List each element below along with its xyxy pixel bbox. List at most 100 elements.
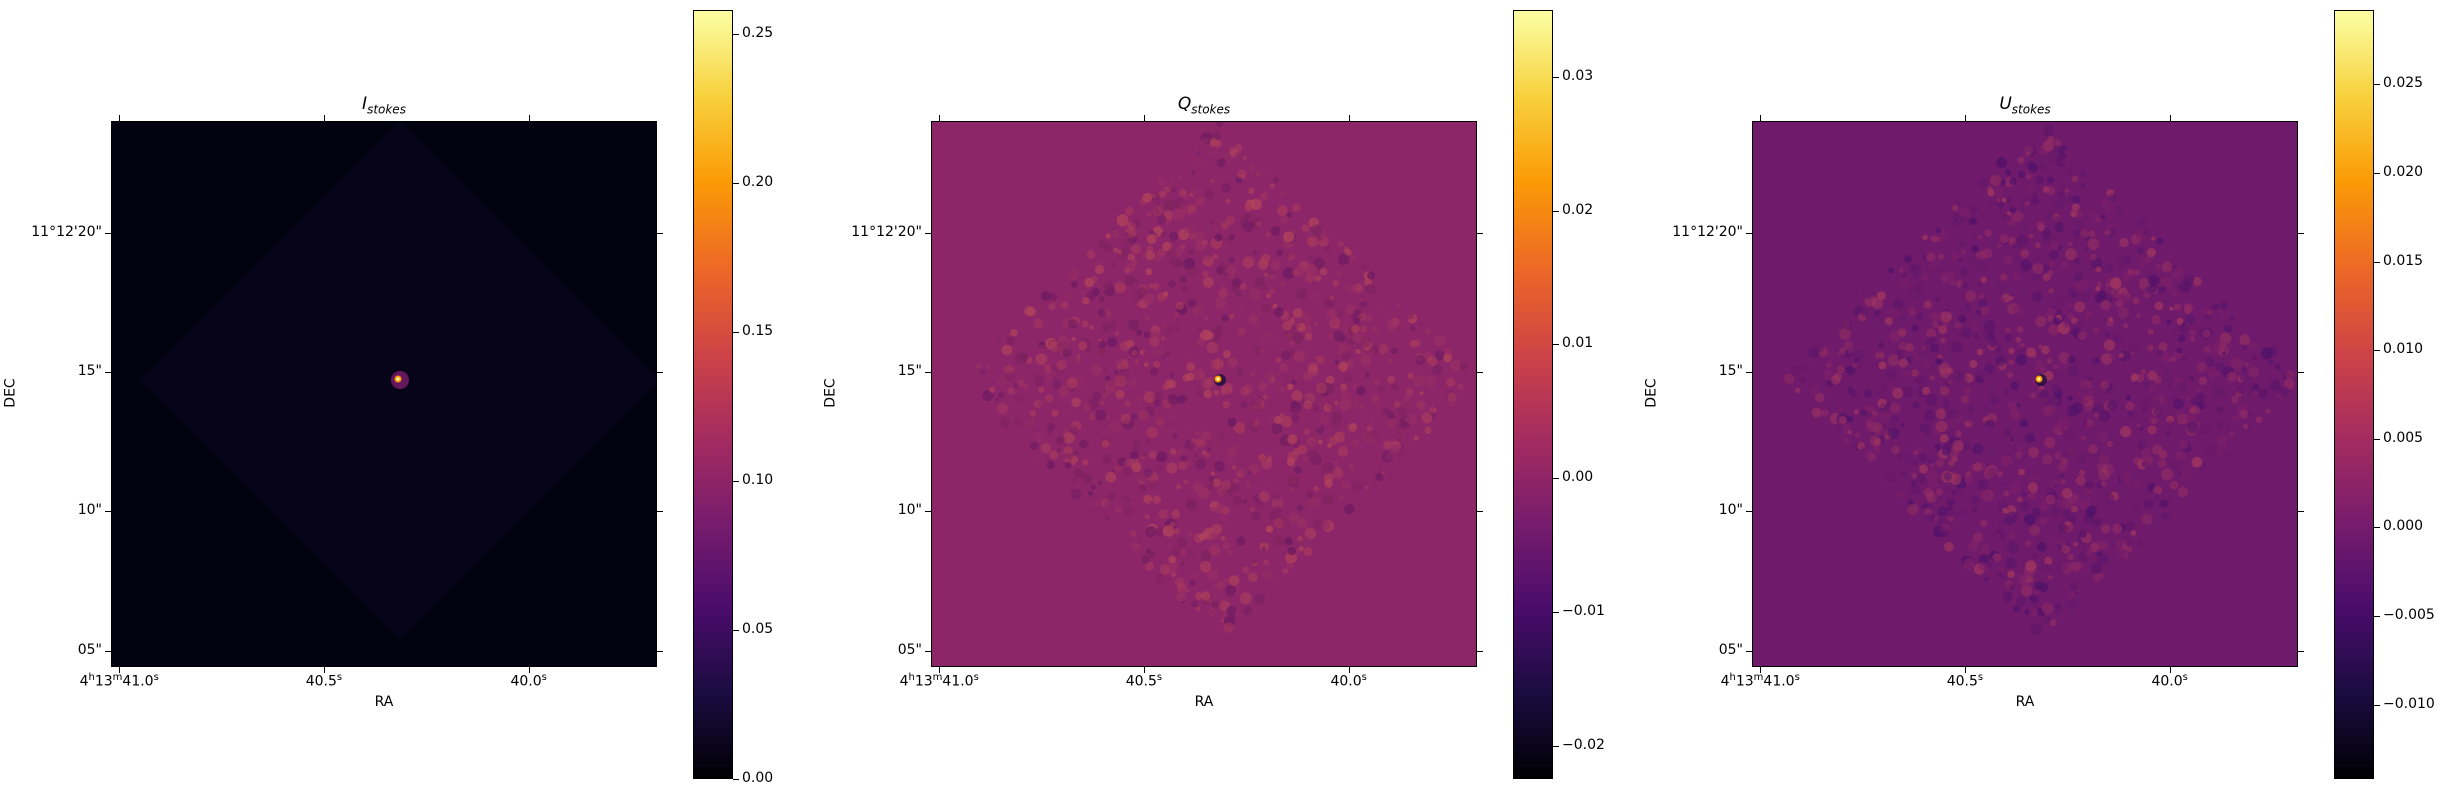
- noise-speckle: [2070, 561, 2081, 572]
- noise-speckle: [1300, 536, 1312, 549]
- x-tick-part: 40.0: [1330, 673, 1362, 690]
- noise-speckle: [1944, 308, 1949, 313]
- noise-speckle: [2166, 319, 2172, 325]
- noise-speckle: [1967, 256, 1976, 265]
- colorbar-tick-label: 0.005: [2383, 429, 2424, 446]
- noise-speckle: [1301, 224, 1310, 232]
- noise-speckle: [2020, 501, 2030, 511]
- noise-speckle: [1212, 358, 1224, 370]
- noise-speckle: [1210, 532, 1218, 540]
- noise-speckle: [1425, 328, 1431, 334]
- x-tick-part: s: [541, 672, 547, 683]
- noise-speckle: [1272, 534, 1285, 547]
- noise-speckle: [2048, 324, 2060, 336]
- noise-speckle: [1815, 343, 1824, 352]
- noise-speckle: [1219, 252, 1229, 262]
- noise-speckle: [1936, 459, 1945, 468]
- noise-speckle: [1877, 398, 1887, 409]
- noise-speckle: [2234, 364, 2242, 372]
- noise-speckle: [2054, 155, 2067, 168]
- noise-speckle: [2204, 313, 2209, 319]
- noise-speckle: [1024, 305, 1035, 317]
- noise-speckle: [1326, 308, 1338, 319]
- noise-speckle: [2008, 359, 2015, 366]
- noise-speckle: [1233, 478, 1239, 484]
- noise-speckle: [1295, 288, 1308, 300]
- noise-speckle: [2088, 230, 2096, 238]
- noise-speckle: [1205, 531, 1210, 536]
- noise-speckle: [1940, 337, 1946, 344]
- noise-speckle: [1260, 283, 1267, 290]
- noise-speckle: [2020, 219, 2027, 226]
- noise-speckle: [2068, 242, 2073, 247]
- noise-speckle: [1295, 548, 1301, 554]
- noise-speckle: [2073, 257, 2081, 265]
- noise-speckle: [2048, 261, 2056, 268]
- noise-speckle: [2145, 285, 2154, 295]
- noise-speckle: [1459, 362, 1468, 371]
- noise-speckle: [2031, 273, 2039, 281]
- noise-speckle: [1100, 397, 1106, 402]
- noise-speckle: [1836, 352, 1841, 357]
- noise-speckle: [1262, 569, 1273, 580]
- noise-speckle: [1209, 507, 1217, 515]
- noise-speckle: [1457, 383, 1464, 390]
- noise-speckle: [2075, 475, 2086, 486]
- noise-speckle: [1011, 368, 1017, 374]
- noise-speckle: [1277, 205, 1288, 216]
- noise-speckle: [1337, 446, 1349, 457]
- noise-speckle: [1109, 421, 1122, 433]
- noise-speckle: [1839, 328, 1851, 340]
- noise-speckle: [2031, 325, 2038, 333]
- noise-speckle: [1217, 319, 1228, 330]
- noise-speckle: [2004, 580, 2014, 589]
- noise-speckle: [1063, 431, 1075, 444]
- noise-speckle: [1234, 422, 1246, 434]
- source-peak: [2037, 377, 2041, 381]
- noise-speckle: [2167, 384, 2173, 390]
- noise-speckle: [1413, 435, 1419, 441]
- noise-speckle: [1329, 295, 1334, 301]
- noise-speckle: [2195, 476, 2201, 482]
- noise-speckle: [1104, 243, 1113, 252]
- noise-speckle: [2095, 285, 2101, 292]
- noise-speckle: [2044, 395, 2056, 407]
- noise-speckle: [1848, 346, 1853, 351]
- noise-speckle: [1189, 192, 1194, 198]
- noise-speckle: [1162, 241, 1172, 252]
- noise-speckle: [2230, 395, 2239, 404]
- noise-speckle: [2160, 499, 2169, 508]
- noise-speckle: [2248, 329, 2259, 340]
- noise-speckle: [1187, 298, 1197, 308]
- noise-speckle: [2142, 398, 2151, 407]
- noise-speckle: [1273, 505, 1282, 514]
- noise-speckle: [2216, 421, 2224, 428]
- noise-speckle: [2133, 269, 2141, 276]
- noise-speckle: [1220, 221, 1229, 230]
- noise-speckle: [1107, 492, 1116, 501]
- noise-speckle: [2047, 315, 2054, 322]
- noise-speckle: [1996, 197, 2001, 203]
- noise-speckle: [1838, 347, 1847, 355]
- noise-speckle: [1210, 434, 1221, 445]
- noise-speckle: [1844, 349, 1853, 358]
- noise-speckle: [2060, 456, 2066, 462]
- x-tick-label: 40.0s: [1330, 672, 1366, 690]
- noise-speckle: [1097, 308, 1106, 317]
- colorbar-tick-label: 0.015: [2383, 252, 2424, 269]
- noise-speckle: [2133, 506, 2140, 513]
- noise-speckle: [1303, 325, 1313, 335]
- noise-speckle: [1947, 507, 1958, 518]
- noise-speckle: [2268, 360, 2274, 365]
- noise-speckle: [2153, 406, 2163, 416]
- y-tick-right: [657, 511, 663, 513]
- noise-speckle: [2096, 281, 2102, 287]
- noise-speckle: [1885, 472, 1897, 484]
- noise-speckle: [1201, 378, 1213, 390]
- noise-speckle: [2090, 380, 2096, 386]
- noise-speckle: [1922, 386, 1930, 395]
- noise-speckle: [1944, 541, 1954, 552]
- noise-speckle: [2049, 241, 2059, 250]
- noise-speckle: [1220, 535, 1226, 542]
- noise-speckle: [1930, 235, 1938, 243]
